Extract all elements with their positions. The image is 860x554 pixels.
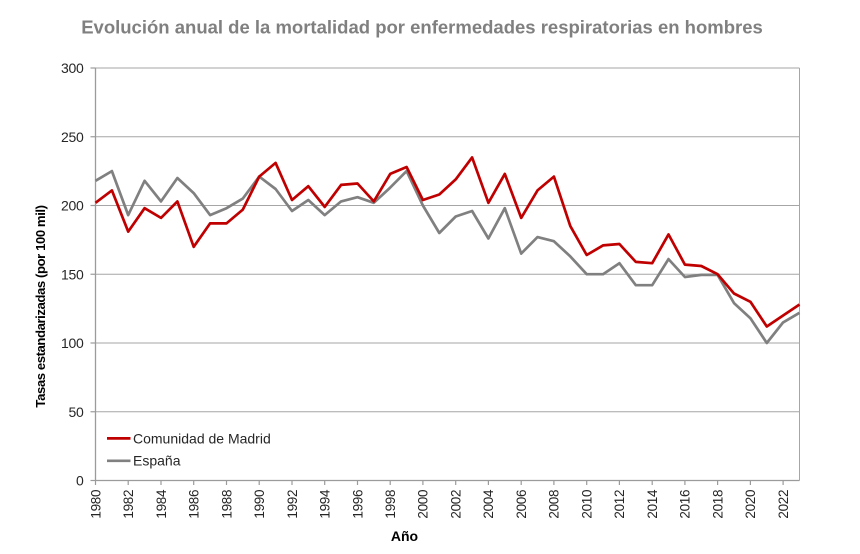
svg-text:1992: 1992 xyxy=(285,490,300,519)
svg-text:2008: 2008 xyxy=(547,490,562,519)
svg-text:2022: 2022 xyxy=(776,490,791,519)
svg-text:1982: 1982 xyxy=(121,490,136,519)
svg-text:Evolución anual de la mortalid: Evolución anual de la mortalidad por enf… xyxy=(81,17,763,38)
svg-text:1988: 1988 xyxy=(219,490,234,519)
svg-text:0: 0 xyxy=(76,473,84,489)
svg-text:2012: 2012 xyxy=(612,490,627,519)
svg-text:Comunidad de Madrid: Comunidad de Madrid xyxy=(133,431,271,447)
svg-text:Tasas estandarizadas (por 100: Tasas estandarizadas (por 100 mil) xyxy=(33,205,48,407)
svg-text:2020: 2020 xyxy=(743,490,758,519)
svg-text:2004: 2004 xyxy=(481,489,496,519)
svg-text:200: 200 xyxy=(61,198,84,214)
svg-text:2010: 2010 xyxy=(580,490,595,519)
svg-text:1984: 1984 xyxy=(154,489,169,519)
svg-text:150: 150 xyxy=(61,266,84,282)
svg-text:50: 50 xyxy=(69,404,84,420)
svg-text:1996: 1996 xyxy=(350,490,365,519)
svg-text:300: 300 xyxy=(61,60,84,76)
svg-text:Año: Año xyxy=(391,528,418,544)
svg-text:España: España xyxy=(133,452,181,468)
svg-text:1980: 1980 xyxy=(88,490,103,519)
svg-text:1998: 1998 xyxy=(383,490,398,519)
svg-text:1994: 1994 xyxy=(318,489,333,519)
svg-text:250: 250 xyxy=(61,129,84,145)
svg-text:1986: 1986 xyxy=(187,490,202,519)
svg-text:2016: 2016 xyxy=(678,490,693,519)
svg-text:2000: 2000 xyxy=(416,490,431,519)
svg-text:2018: 2018 xyxy=(710,490,725,519)
svg-text:2006: 2006 xyxy=(514,490,529,519)
svg-text:1990: 1990 xyxy=(252,490,267,519)
svg-text:2014: 2014 xyxy=(645,489,660,519)
svg-text:100: 100 xyxy=(61,335,84,351)
svg-text:2002: 2002 xyxy=(449,490,464,519)
